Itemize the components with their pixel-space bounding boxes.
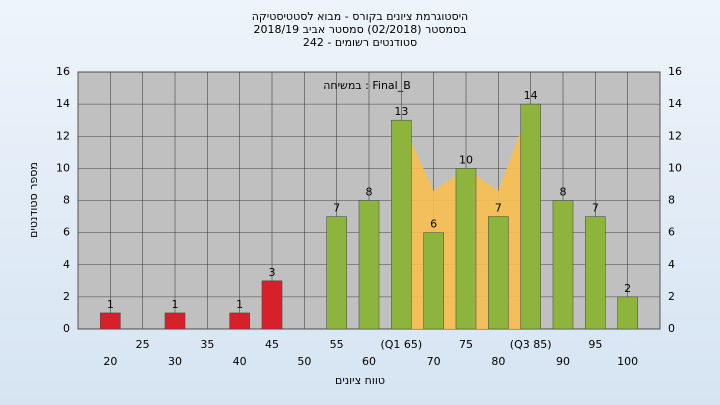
y-tick-label: 4 [63,258,70,271]
y2-tick-label: 16 [668,65,682,78]
y2-tick-label: 14 [668,97,682,110]
y2-tick-label: 2 [668,290,675,303]
x-tick-label: (Q1 65) [380,338,422,351]
bar [229,312,250,330]
bar [455,168,477,330]
x-tick-label: 50 [297,355,311,368]
data-label: 1 [172,298,179,311]
y2-tick-label: 12 [668,129,682,142]
bar [358,200,380,330]
bar [617,296,638,330]
y-tick-label: 8 [63,194,70,207]
bar [100,312,121,330]
x-tick-label: 20 [103,355,117,368]
x-tick-label: 60 [362,355,376,368]
x-tick-label: 40 [233,355,247,368]
data-label: 8 [560,186,567,199]
x-tick-label: 75 [459,338,473,351]
bar [552,200,574,330]
data-label: 10 [459,153,473,166]
data-label: 14 [524,89,538,102]
data-label: 3 [269,266,276,279]
y-tick-label: 16 [56,65,70,78]
data-label: 1 [236,298,243,311]
x-axis-label: טווח ציונים [335,374,385,387]
y2-tick-label: 10 [668,161,682,174]
y2-tick-label: 8 [668,194,675,207]
bar [488,216,509,330]
data-label: 13 [394,105,408,118]
y-tick-label: 2 [63,290,70,303]
data-label: 1 [107,298,114,311]
x-tick-label: 70 [427,355,441,368]
bar [585,216,606,330]
y-tick-label: 6 [63,226,70,239]
y2-tick-label: 4 [668,258,675,271]
x-tick-label: 45 [265,338,279,351]
x-tick-label: 80 [491,355,505,368]
data-label: 7 [495,202,502,215]
data-label: 7 [592,202,599,215]
y2-tick-label: 6 [668,226,675,239]
x-tick-label: 35 [200,338,214,351]
y2-tick-label: 0 [668,322,675,335]
x-tick-label: 100 [617,355,638,368]
x-tick-label: (Q3 85) [510,338,552,351]
bar [326,216,347,330]
bar [423,232,444,330]
data-label: 2 [624,282,631,295]
data-label: 6 [430,218,437,231]
chart-subtitle: בסמסטר (02/2018) סמסטר אביב 2018/19 [253,23,466,36]
data-label: 8 [366,186,373,199]
bar [391,119,412,330]
y-tick-label: 0 [63,322,70,335]
chart-subtitle: סטודנטים רשומים - 242 [303,36,417,49]
y-axis-label: מספר סטודנטים [27,162,40,238]
annotation: במשיחה : Final_B [323,79,411,92]
x-tick-label: 90 [556,355,570,368]
x-tick-label: 30 [168,355,182,368]
chart-title: היסטוגרמת ציונים בקורס - מבוא לסטטיסטיקה [252,10,468,23]
x-tick-label: 25 [136,338,150,351]
bar [520,103,541,330]
y-tick-label: 10 [56,161,70,174]
bar [164,312,186,330]
bar [261,280,283,330]
data-label: 7 [333,202,340,215]
x-tick-label: 55 [330,338,344,351]
x-tick-label: 95 [588,338,602,351]
y-tick-label: 12 [56,129,70,142]
y-tick-label: 14 [56,97,70,110]
